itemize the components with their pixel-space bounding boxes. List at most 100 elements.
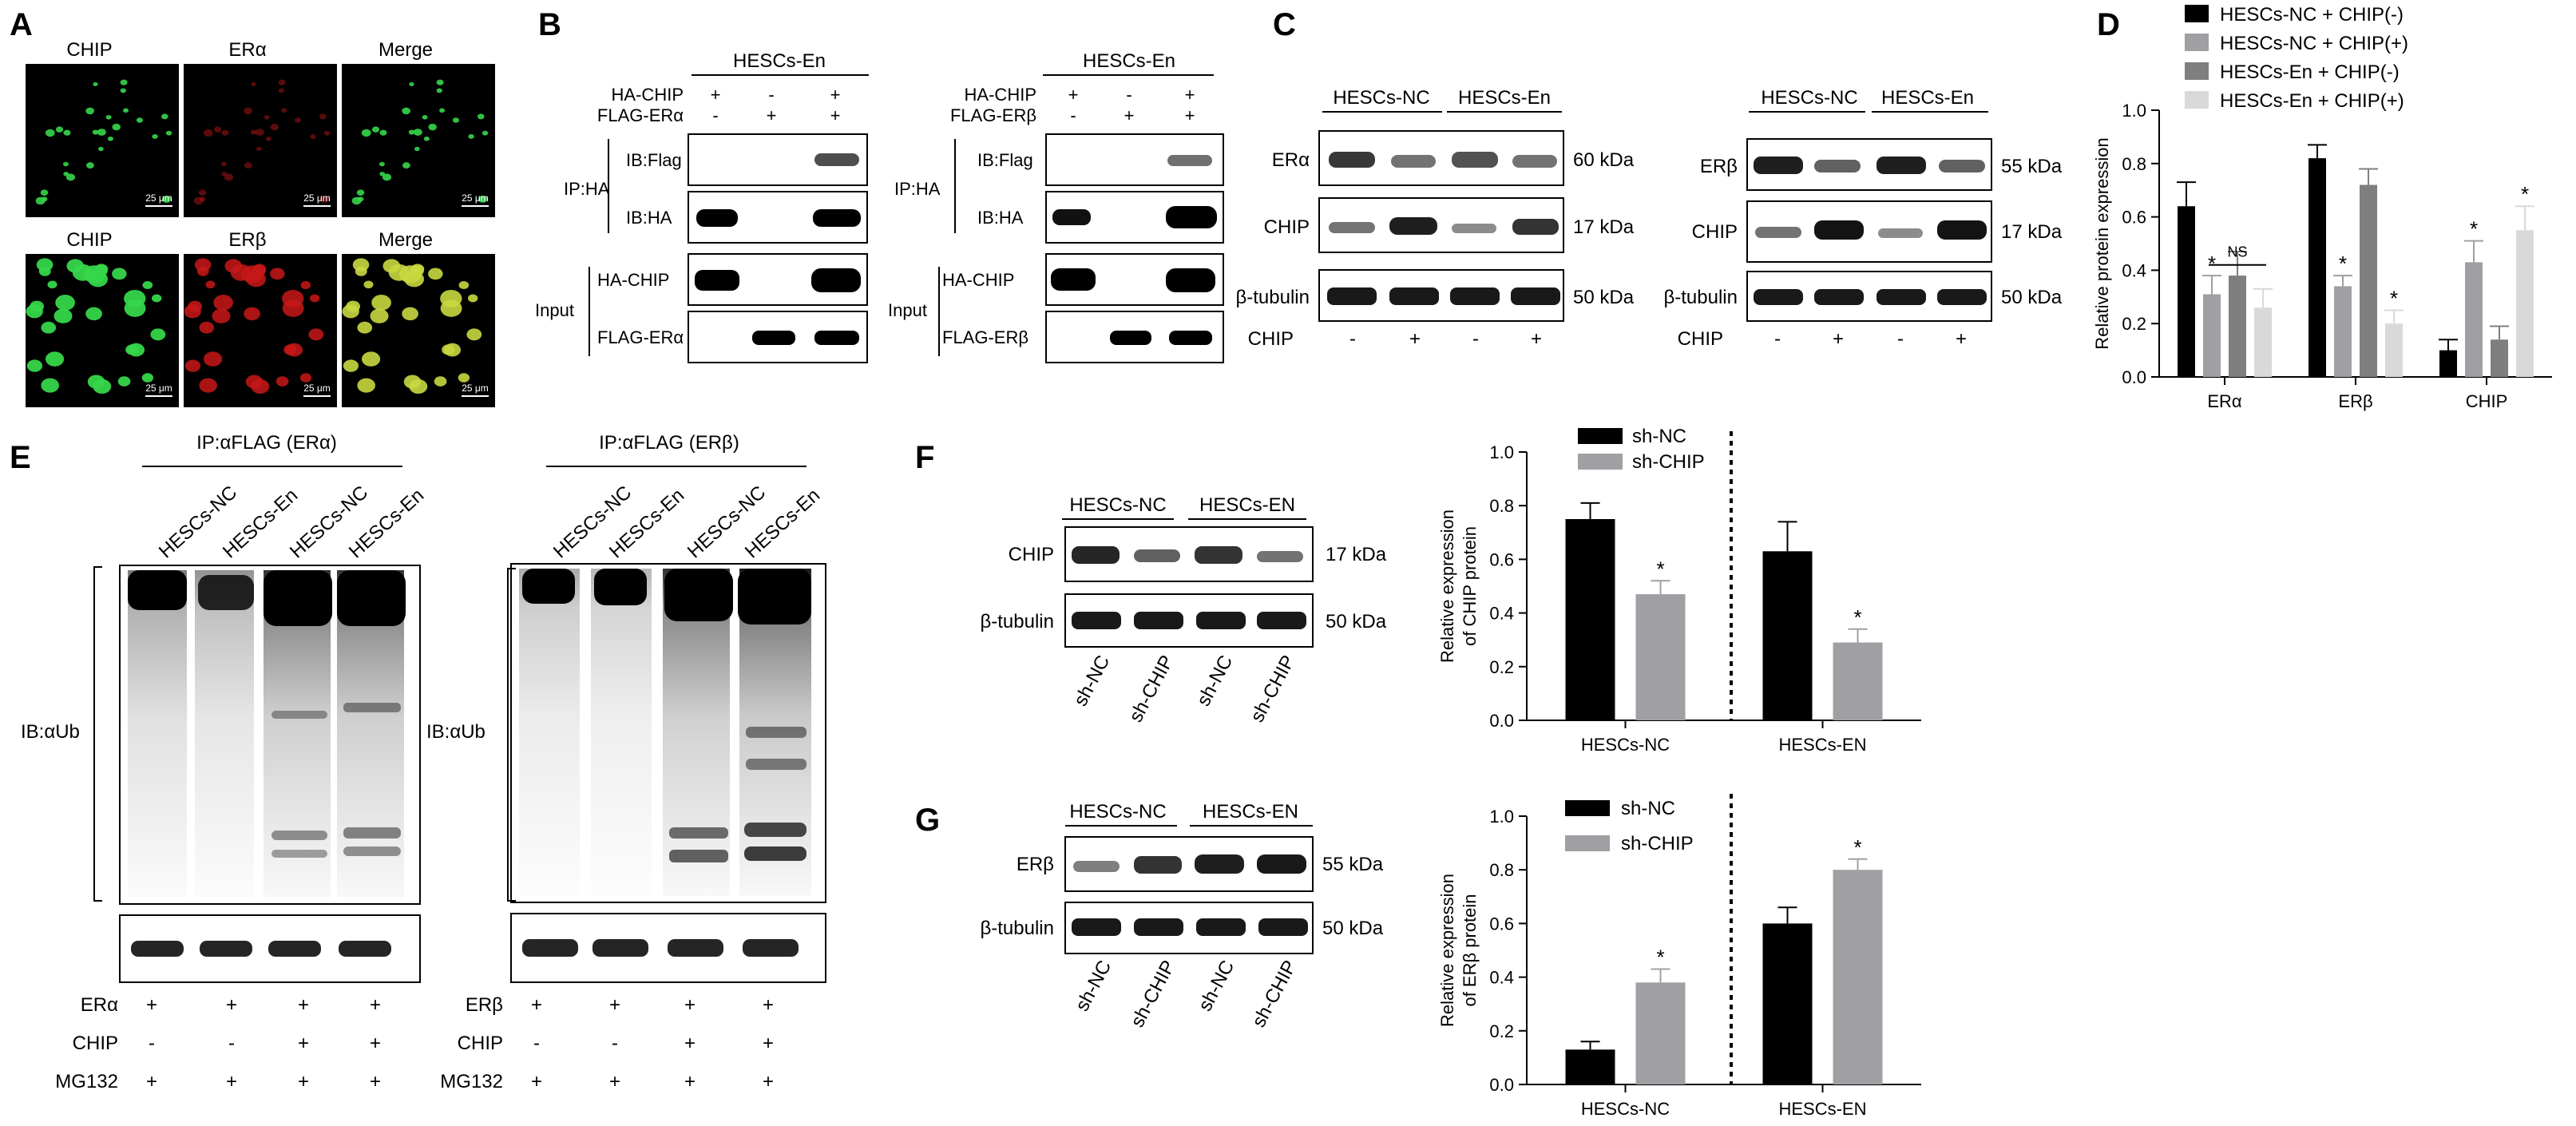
cell-merge (363, 280, 374, 289)
cell-red (275, 376, 289, 387)
e-right-sign: + (763, 1071, 774, 1092)
cell-merge (371, 126, 380, 133)
x-tick-label: CHIP (2466, 391, 2508, 411)
cell-red (310, 133, 316, 139)
cell-merge (410, 264, 424, 277)
cell-red (256, 146, 262, 152)
b-left-sign: - (768, 85, 774, 105)
cell-green (47, 280, 57, 289)
a-image-merge (342, 64, 495, 217)
cell-merge (357, 321, 373, 334)
cell-merge (408, 129, 415, 135)
y-axis-label: Relative protein expression (2092, 137, 2112, 349)
cell-red (270, 123, 279, 131)
x-tick-label: HESCs-EN (1778, 735, 1866, 755)
e-left-row-chip: CHIP (73, 1033, 118, 1054)
cell-red (203, 129, 213, 137)
b-left-ib2: IB:HA (626, 208, 672, 228)
e-right-smears (519, 569, 811, 896)
bar (2178, 206, 2195, 377)
significance-star: * (2521, 182, 2529, 206)
cell-merge (371, 295, 391, 311)
e-right-row-chip: CHIP (458, 1033, 503, 1054)
cell-green (105, 115, 112, 120)
b-left-sign: - (712, 105, 718, 125)
y-tick-label: 0.8 (1489, 860, 1514, 880)
cell-merge (482, 130, 489, 136)
panel-letter-e: E (10, 440, 31, 475)
cell-green (150, 328, 166, 341)
cell-red (213, 126, 222, 133)
c-left-group-en: HESCs-En (1458, 87, 1551, 109)
cell-green (92, 129, 99, 135)
cell-merge (343, 359, 359, 372)
cell-merge (452, 117, 459, 123)
x-tick-label: ERβ (2338, 391, 2372, 411)
bar (2439, 350, 2457, 377)
cell-green (97, 129, 106, 136)
c-left-sign: - (1349, 328, 1356, 350)
cell-red (300, 280, 311, 290)
e-right-sign: + (684, 1033, 696, 1054)
cell-merge (440, 299, 462, 317)
cell-green (40, 189, 49, 196)
cell-green (125, 344, 139, 355)
a-scale-text-3: 25 μm (462, 192, 489, 204)
chart-f: 0.0 0.2 0.4 0.6 0.8 1.0 Relative expression of … (1437, 426, 1921, 755)
bar (2360, 184, 2377, 377)
cell-red (220, 161, 227, 167)
y-tick-label: 0.2 (1489, 657, 1514, 677)
cell-merge (409, 379, 428, 394)
bar (1833, 642, 1883, 720)
b-left-blot-flag (688, 133, 868, 186)
x-tick-label: HESCs-NC (1581, 1099, 1670, 1119)
cell-merge (439, 108, 446, 113)
g-lane-4: sh-CHIP (1248, 957, 1301, 1031)
c-right-group-nc: HESCs-NC (1761, 87, 1857, 109)
c-right-sign: - (1774, 328, 1781, 350)
cell-green (93, 81, 98, 87)
f-group-nc: HESCs-NC (1069, 494, 1166, 516)
e-right-row-mg132: MG132 (440, 1071, 503, 1092)
cell-merge (357, 196, 364, 202)
cell-merge (428, 268, 443, 280)
b-right-sign: - (1126, 85, 1131, 105)
y-tick-label: 0.4 (1489, 604, 1514, 624)
c-left-row-chip: CHIP (1248, 328, 1294, 350)
f-group-en: HESCs-EN (1199, 494, 1295, 516)
y-tick-label: 0.8 (2122, 154, 2146, 174)
c-left-sign: - (1472, 328, 1479, 350)
cell-red (250, 129, 257, 135)
cell-red (199, 321, 215, 334)
cell-red (281, 108, 287, 113)
cell-merge (436, 88, 442, 93)
cell-merge (378, 161, 385, 167)
cell-green (151, 294, 162, 303)
g-kda: 55 kDa (1322, 854, 1384, 875)
f-lane-2: sh-CHIP (1125, 652, 1178, 726)
legend-entry: sh-NC (1621, 798, 1675, 819)
significance-star: * (2339, 252, 2347, 276)
c-left-kda: 60 kDa (1573, 149, 1635, 171)
b-left-input: Input (535, 300, 574, 320)
chart-g: 0.0 0.2 0.4 0.6 0.8 1.0 Relative expression of … (1437, 794, 1921, 1119)
b-left-row2-label: FLAG-ERα (597, 105, 684, 125)
a-image-era (184, 64, 337, 217)
panel-e-ubiquitination: IP:αFLAG (ERα) IP:αFLAG (ERβ) HESCs-NC H… (21, 432, 826, 1092)
f-lane-4: sh-CHIP (1246, 652, 1299, 726)
e-right-sign: - (612, 1033, 618, 1054)
c-right-group-en: HESCs-En (1881, 87, 1974, 109)
legend-entry: sh-NC (1632, 426, 1686, 447)
a-scale-text-4: 25 μm (145, 383, 172, 394)
b-right-in1: HA-CHIP (942, 270, 1014, 290)
significance-star: * (1656, 557, 1664, 581)
significance-star: * (2470, 217, 2478, 241)
y-tick-label: 0.6 (1489, 549, 1514, 569)
g-band-tubulin: β-tubulin (980, 918, 1054, 939)
cell-merge (361, 351, 381, 367)
cell-merge (357, 378, 375, 393)
legend-entry: HESCs-NC + CHIP(+) (2220, 33, 2408, 54)
b-right-sign: - (1070, 105, 1076, 125)
b-right-sign: + (1185, 105, 1195, 125)
cell-green (124, 299, 146, 317)
